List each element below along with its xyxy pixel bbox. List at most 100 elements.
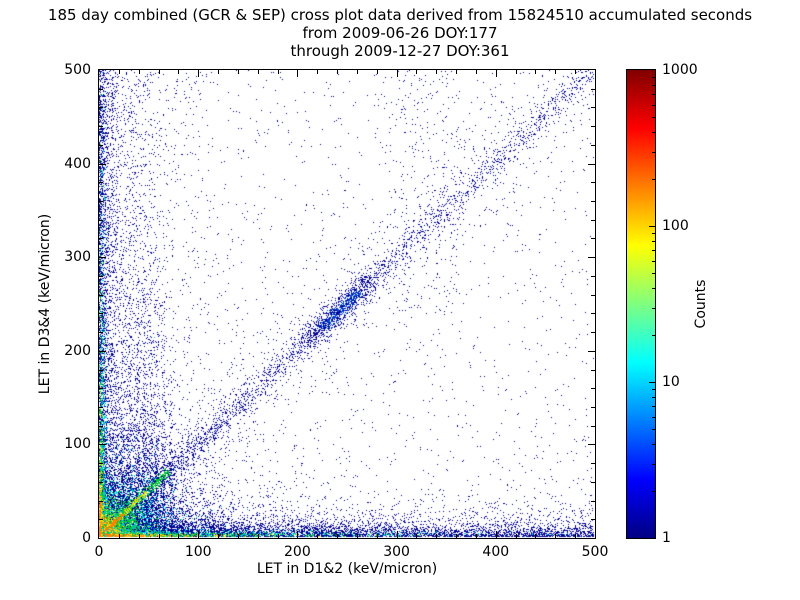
x-major-tick xyxy=(297,531,298,538)
colorbar-minor-tick xyxy=(652,417,655,418)
y-minor-tick-right xyxy=(591,332,595,333)
scatter-canvas xyxy=(99,70,595,538)
x-minor-tick-top xyxy=(278,70,279,74)
y-tick-label: 500 xyxy=(64,62,91,78)
x-minor-tick xyxy=(357,534,358,538)
y-minor-tick-right xyxy=(591,407,595,408)
y-axis-label: LET in D3&4 (keV/micron) xyxy=(37,213,53,395)
x-tick-label: 300 xyxy=(383,544,410,560)
y-minor-tick xyxy=(99,220,103,221)
colorbar-minor-tick xyxy=(652,241,655,242)
y-minor-tick-right xyxy=(591,295,595,296)
y-minor-tick-right xyxy=(591,463,595,464)
x-minor-tick-top xyxy=(258,70,259,74)
x-minor-tick xyxy=(238,534,239,538)
x-minor-tick-top xyxy=(476,70,477,74)
y-tick-label: 300 xyxy=(64,249,91,266)
x-minor-tick-top xyxy=(575,70,576,74)
x-minor-tick-top xyxy=(535,70,536,74)
x-tick-label: 100 xyxy=(184,544,212,560)
y-minor-tick xyxy=(99,407,103,408)
y-minor-tick-right xyxy=(591,182,595,183)
y-minor-tick xyxy=(99,370,103,371)
x-major-tick-top xyxy=(297,70,298,77)
y-tick-label: 200 xyxy=(64,342,91,359)
y-minor-tick xyxy=(99,107,103,108)
x-minor-tick-top xyxy=(119,70,120,74)
colorbar-minor-tick xyxy=(652,179,655,180)
x-minor-tick xyxy=(119,534,120,538)
y-major-tick xyxy=(99,164,106,165)
colorbar-tick-label: 1 xyxy=(662,530,671,546)
x-major-tick xyxy=(496,531,497,538)
y-minor-tick xyxy=(99,519,103,520)
x-tick-label: 0 xyxy=(94,544,104,560)
y-tick-label: 400 xyxy=(64,155,91,172)
x-major-tick xyxy=(397,531,398,538)
y-minor-tick-right xyxy=(591,276,595,277)
colorbar-minor-tick xyxy=(652,77,655,78)
y-minor-tick xyxy=(99,89,103,90)
x-axis-label: LET in D1&2 (keV/micron) xyxy=(256,561,438,577)
y-major-tick xyxy=(99,257,106,258)
y-tick-label: 100 xyxy=(64,436,91,453)
y-minor-tick xyxy=(99,426,103,427)
colorbar-minor-tick xyxy=(652,308,655,309)
y-minor-tick xyxy=(99,313,103,314)
x-minor-tick xyxy=(377,534,378,538)
colorbar-minor-tick xyxy=(652,261,655,262)
x-major-tick-top xyxy=(397,70,398,77)
y-minor-tick-right xyxy=(591,238,595,239)
x-minor-tick-top xyxy=(516,70,517,74)
y-minor-tick-right xyxy=(591,89,595,90)
x-minor-tick-top xyxy=(218,70,219,74)
y-minor-tick xyxy=(99,332,103,333)
colorbar-minor-tick xyxy=(652,250,655,251)
x-tick-label: 500 xyxy=(581,544,609,560)
x-minor-tick-top xyxy=(377,70,378,74)
x-minor-tick-top xyxy=(436,70,437,74)
x-minor-tick xyxy=(436,534,437,538)
x-minor-tick xyxy=(575,534,576,538)
x-tick-label: 200 xyxy=(284,544,311,560)
y-minor-tick xyxy=(99,182,103,183)
x-major-tick xyxy=(198,531,199,538)
x-minor-tick xyxy=(476,534,477,538)
y-minor-tick-right xyxy=(591,201,595,202)
y-minor-tick xyxy=(99,126,103,127)
colorbar-minor-tick xyxy=(652,152,655,153)
colorbar-major-tick xyxy=(649,226,655,227)
x-minor-tick xyxy=(535,534,536,538)
x-minor-tick-top xyxy=(159,70,160,74)
y-minor-tick xyxy=(99,145,103,146)
plot-area xyxy=(98,69,596,539)
colorbar-minor-tick xyxy=(652,233,655,234)
x-minor-tick-top xyxy=(238,70,239,74)
colorbar-tick-label: 100 xyxy=(662,218,689,234)
x-tick-label: 400 xyxy=(482,544,510,560)
colorbar-minor-tick xyxy=(652,397,655,398)
x-minor-tick xyxy=(416,534,417,538)
colorbar-minor-tick xyxy=(652,85,655,86)
colorbar-minor-tick xyxy=(652,389,655,390)
colorbar-minor-tick xyxy=(652,288,655,289)
x-minor-tick xyxy=(218,534,219,538)
y-minor-tick-right xyxy=(591,220,595,221)
colorbar-minor-tick xyxy=(652,429,655,430)
x-minor-tick xyxy=(139,534,140,538)
y-minor-tick-right xyxy=(591,126,595,127)
y-major-tick-right xyxy=(588,444,595,445)
x-minor-tick xyxy=(178,534,179,538)
y-major-tick xyxy=(99,351,106,352)
x-minor-tick-top xyxy=(178,70,179,74)
colorbar-minor-tick xyxy=(652,444,655,445)
y-minor-tick xyxy=(99,238,103,239)
y-minor-tick-right xyxy=(591,501,595,502)
y-minor-tick-right xyxy=(591,313,595,314)
x-minor-tick-top xyxy=(456,70,457,74)
colorbar-tick-label: 1000 xyxy=(662,62,698,78)
x-major-tick-top xyxy=(198,70,199,77)
x-minor-tick xyxy=(317,534,318,538)
x-minor-tick-top xyxy=(416,70,417,74)
y-major-tick xyxy=(99,444,106,445)
